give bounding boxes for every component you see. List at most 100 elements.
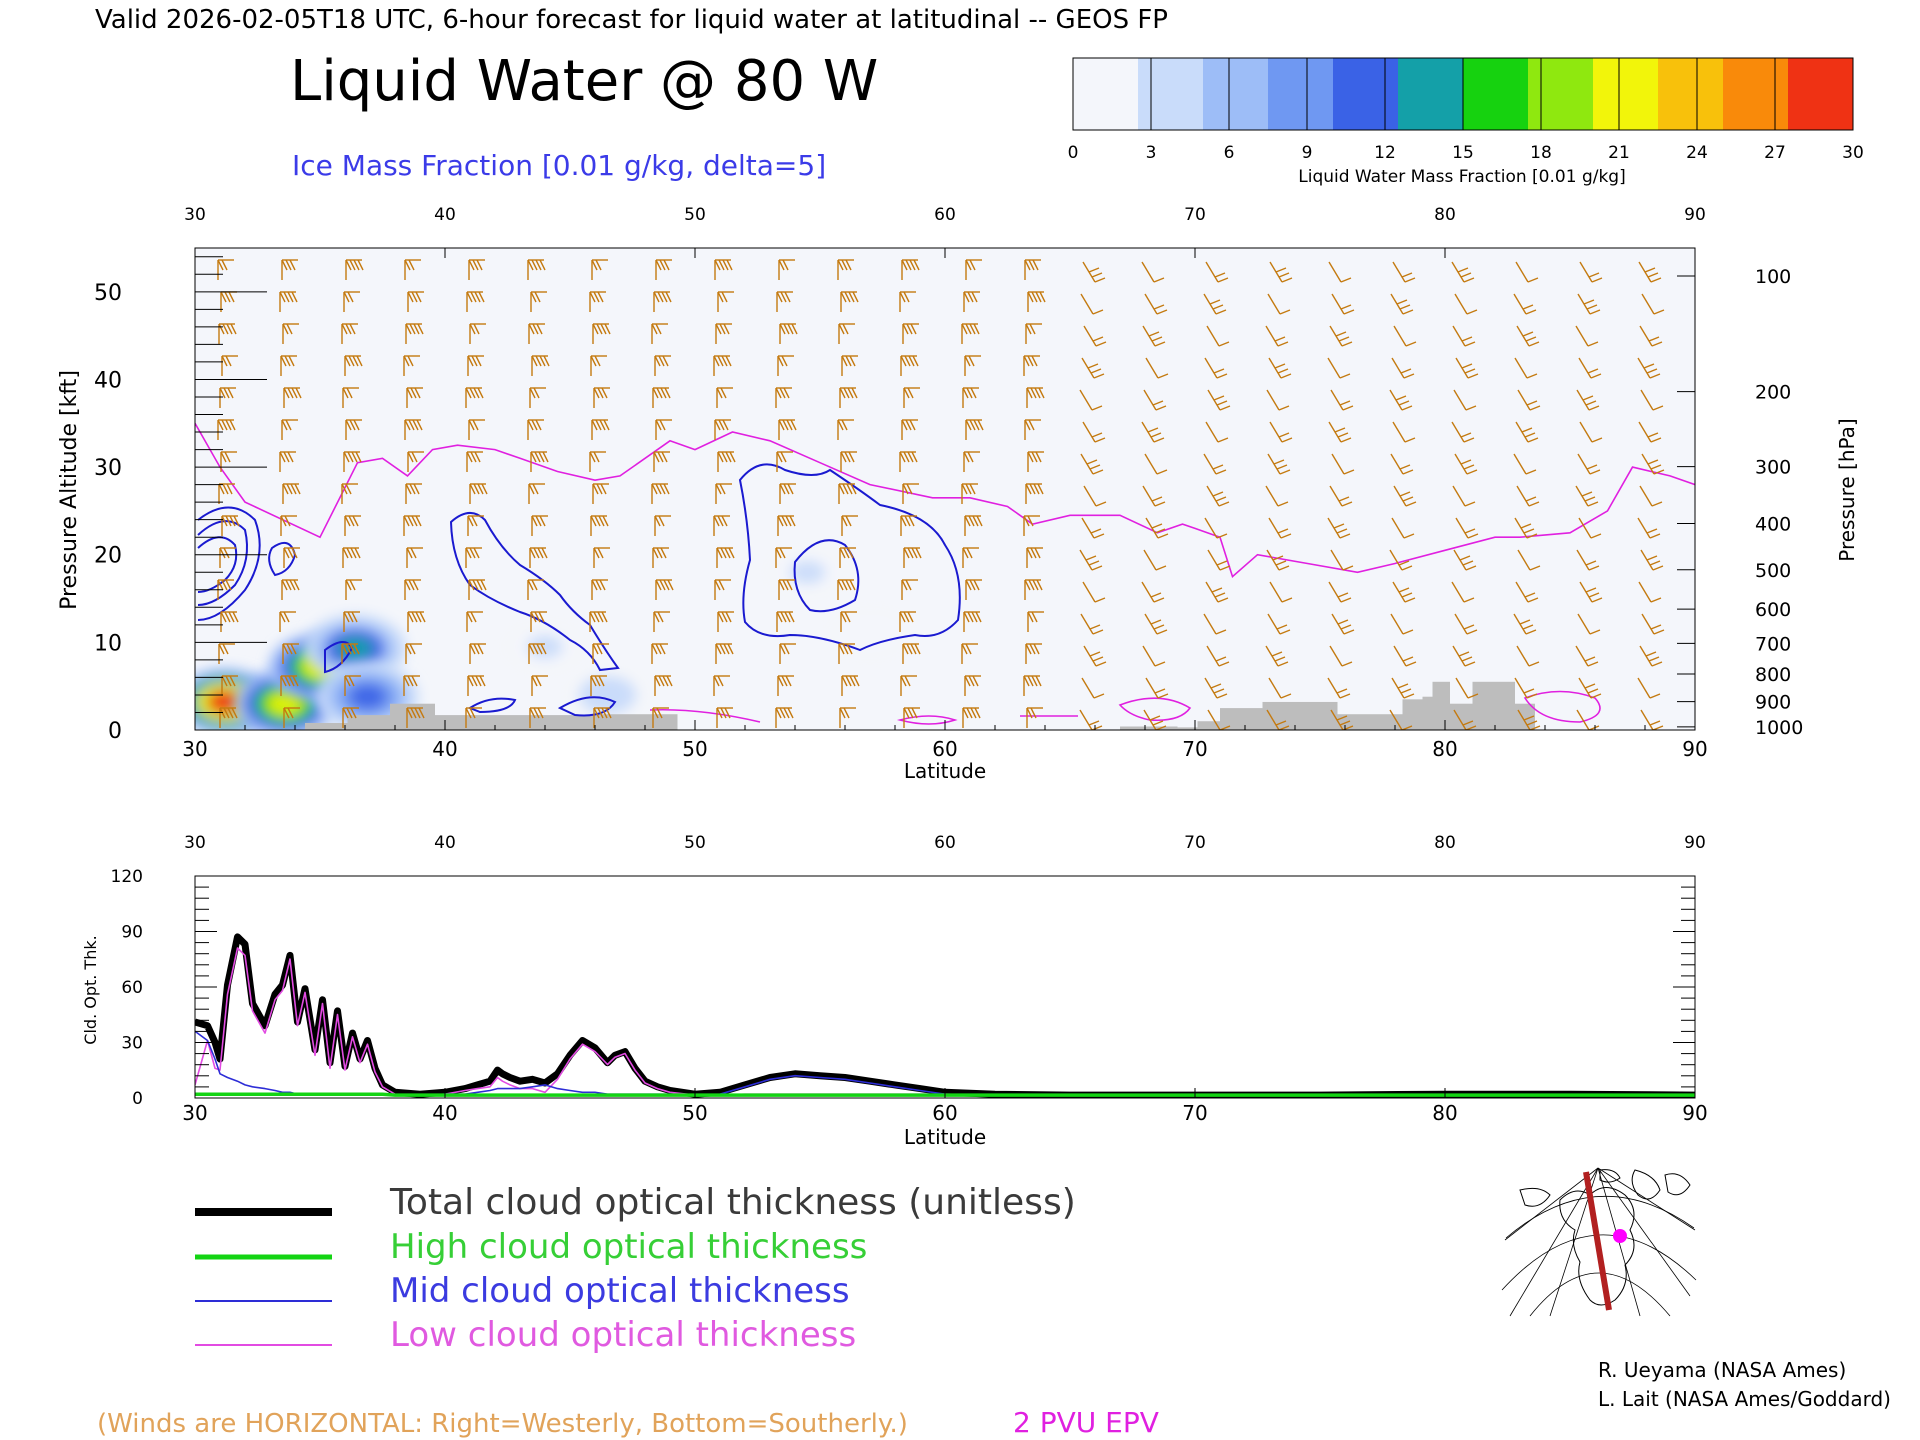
wind-barb bbox=[652, 707, 669, 728]
barb-feather bbox=[900, 355, 907, 367]
barb-feather bbox=[232, 611, 239, 623]
barb-feather bbox=[786, 419, 793, 431]
wind-barb bbox=[405, 643, 422, 664]
barb-feather bbox=[217, 579, 224, 591]
barb-feather bbox=[595, 419, 602, 431]
barb-feather bbox=[785, 515, 792, 527]
wind-barb bbox=[1513, 293, 1537, 315]
barb-feather bbox=[1590, 693, 1602, 699]
optical-thickness-ylabel: Cld. Opt. Thk. bbox=[81, 935, 100, 1044]
barb-feather bbox=[971, 611, 978, 623]
barb-shaft bbox=[1206, 645, 1220, 667]
barb-feather bbox=[594, 355, 601, 367]
barb-feather bbox=[1525, 629, 1537, 635]
barb-shaft bbox=[1143, 549, 1157, 571]
barb-feather bbox=[906, 323, 913, 335]
barb-feather bbox=[1155, 565, 1167, 571]
barb-feather bbox=[538, 611, 545, 623]
barb-feather bbox=[411, 291, 418, 303]
barb-feather bbox=[529, 387, 536, 399]
barb-feather bbox=[469, 387, 476, 399]
barb-feather bbox=[353, 259, 360, 271]
barb-feather bbox=[906, 643, 913, 655]
wind-barb bbox=[1204, 517, 1228, 539]
wind-barb bbox=[1145, 517, 1169, 539]
barb-shaft bbox=[1080, 293, 1094, 315]
barb-feather bbox=[405, 643, 412, 655]
barb-feather bbox=[281, 579, 288, 591]
barb-feather bbox=[473, 483, 480, 495]
barb-feather bbox=[725, 451, 732, 463]
barb-feather bbox=[843, 707, 850, 719]
barb-feather bbox=[914, 643, 921, 655]
barb-feather bbox=[1337, 432, 1349, 438]
barb-feather bbox=[654, 515, 661, 527]
wind-barb bbox=[841, 675, 860, 696]
barb-feather bbox=[408, 579, 415, 591]
barb-shaft bbox=[1453, 389, 1467, 411]
x-tick-label-bottom: 80 bbox=[1432, 1101, 1457, 1125]
barb-feather bbox=[714, 259, 721, 271]
barb-shaft bbox=[1327, 357, 1341, 379]
barb-feather bbox=[591, 579, 598, 591]
barb-feather bbox=[907, 387, 914, 399]
barb-feather bbox=[717, 515, 724, 527]
barb-feather bbox=[717, 355, 724, 367]
barb-feather bbox=[1335, 331, 1347, 337]
barb-feather bbox=[789, 515, 796, 527]
barb-feather bbox=[852, 291, 859, 303]
wind-barb bbox=[282, 643, 299, 664]
wind-barb bbox=[1079, 709, 1103, 730]
barb-feather bbox=[342, 707, 349, 719]
barb-feather bbox=[1027, 515, 1034, 527]
wind-barb bbox=[1328, 261, 1352, 283]
barb-feather bbox=[969, 483, 976, 495]
barb-feather bbox=[785, 675, 792, 687]
barb-feather bbox=[838, 483, 845, 495]
wind-barb bbox=[221, 515, 240, 536]
barb-feather bbox=[221, 355, 228, 367]
barb-feather bbox=[222, 643, 229, 655]
barb-feather bbox=[905, 419, 912, 431]
barb-feather bbox=[531, 579, 538, 591]
barb-feather bbox=[1465, 565, 1477, 571]
pressure-tick-label: 600 bbox=[1755, 599, 1791, 621]
wind-barb bbox=[840, 291, 859, 312]
wind-barb bbox=[403, 515, 422, 536]
barb-feather bbox=[845, 515, 852, 527]
wind-barb bbox=[1637, 357, 1661, 379]
wind-barb bbox=[965, 579, 982, 600]
barb-feather bbox=[407, 675, 414, 687]
barb-feather bbox=[590, 675, 597, 687]
wind-barb bbox=[1579, 581, 1603, 603]
y-tick-label: 90 bbox=[121, 923, 143, 943]
barb-feather bbox=[853, 675, 860, 687]
wind-barb bbox=[529, 547, 548, 568]
barb-feather bbox=[471, 355, 478, 367]
barb-feather bbox=[1403, 533, 1415, 539]
barb-feather bbox=[780, 611, 787, 623]
barb-feather bbox=[285, 579, 292, 591]
barb-feather bbox=[1029, 323, 1036, 335]
barb-feather bbox=[1334, 427, 1346, 433]
barb-shaft bbox=[1579, 261, 1593, 283]
barb-feather bbox=[840, 291, 847, 303]
barb-feather bbox=[722, 419, 729, 431]
barb-feather bbox=[469, 547, 476, 559]
wind-barb bbox=[593, 387, 610, 408]
graticule-line bbox=[1505, 1195, 1695, 1239]
liquid-water-level bbox=[527, 634, 563, 659]
barb-feather bbox=[904, 515, 911, 527]
barb-feather bbox=[225, 675, 232, 687]
colorbar-tick-label: 12 bbox=[1374, 143, 1396, 163]
barb-feather bbox=[1218, 341, 1230, 347]
wind-barb bbox=[1079, 389, 1103, 411]
barb-feather bbox=[721, 291, 728, 303]
barb-feather bbox=[403, 675, 410, 687]
wind-barb bbox=[717, 451, 736, 472]
graticule-line bbox=[1529, 1272, 1671, 1317]
barb-feather bbox=[1649, 720, 1661, 726]
coastline bbox=[1631, 1169, 1661, 1200]
